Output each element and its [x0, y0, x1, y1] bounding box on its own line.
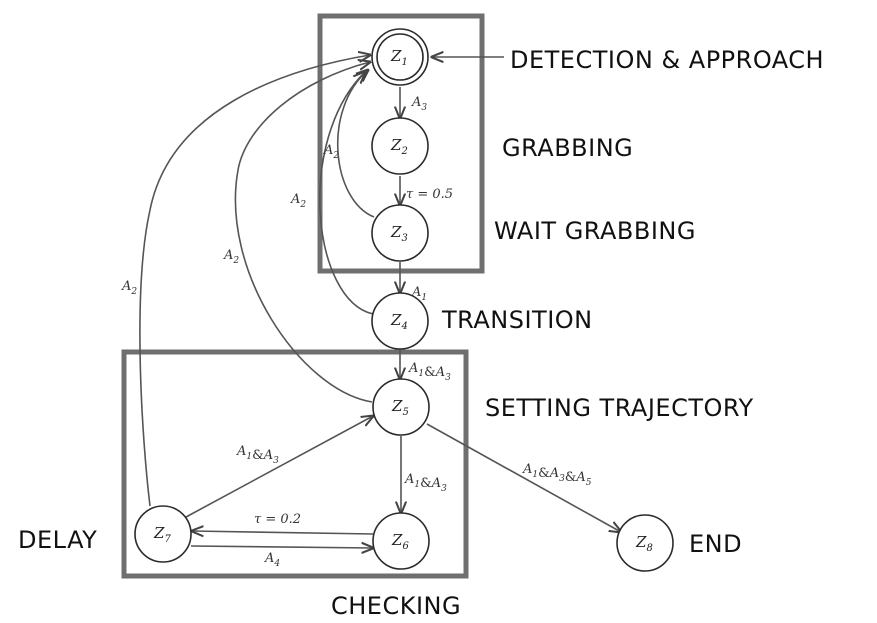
state-z4: Z4 [371, 292, 429, 350]
states: Z1 Z2 Z3 Z4 Z5 Z6 Z7 Z8 [134, 28, 674, 572]
caption-checking: CHECKING [331, 592, 461, 620]
edge-z2-z3-label: τ = 0.5 [406, 187, 453, 202]
edge-z1-z2-label: A3 [411, 95, 427, 113]
state-z7: Z7 [134, 505, 192, 563]
edges [139, 55, 621, 548]
state-z4-label: Z4 [390, 311, 408, 332]
edge-z6-z7-label: τ = 0.2 [254, 512, 301, 527]
caption-grabbing: GRABBING [502, 134, 633, 162]
edge-z5-z6-label: A1&A3 [404, 472, 447, 494]
state-z2: Z2 [371, 117, 429, 175]
edge-z5-z8-arrow [426, 423, 621, 532]
caption-transition: TRANSITION [441, 306, 593, 334]
state-z8-label: Z8 [635, 533, 653, 554]
edge-z4-z1-arrow [319, 72, 374, 315]
state-z3-circle [371, 204, 429, 262]
edge-z3-z1-arrow [336, 70, 375, 218]
state-z5-circle [372, 378, 430, 436]
edge-z4-z5-label: A1&A3 [408, 361, 451, 383]
caption-delay: DELAY [18, 526, 97, 554]
state-z8: Z8 [616, 514, 674, 572]
state-z6-label: Z6 [391, 531, 409, 552]
edge-labels: A3 τ = 0.5 A2 A1 A2 A1&A3 A2 A1&A3 A1&A3&A5 τ = 0… [121, 95, 592, 569]
caption-end: END [689, 530, 742, 558]
edge-z7-z1-arrow [139, 55, 370, 507]
edge-z7-z5-label: A1&A3 [236, 444, 279, 466]
top-group-box [317, 13, 485, 274]
state-z6-circle [372, 512, 430, 570]
caption-wait-grabbing: WAIT GRABBING [494, 217, 696, 245]
edge-z5-z1-label: A2 [223, 248, 239, 266]
state-z5: Z5 [372, 378, 430, 436]
state-z7-circle [134, 505, 192, 563]
edge-z7-z5-arrow [185, 416, 373, 518]
edge-z5-z1-arrow [234, 62, 372, 403]
caption-setting-trajectory: SETTING TRAJECTORY [485, 394, 754, 422]
state-z1-inner-circle [376, 33, 424, 81]
edge-z4-z1-label: A2 [290, 192, 306, 210]
edge-z3-z1-label: A2 [323, 143, 339, 161]
state-z1-circle [371, 28, 429, 86]
caption-detection: DETECTION & APPROACH [510, 46, 824, 74]
edge-z7-z1-label: A2 [121, 279, 137, 297]
edge-z7-z6-label: A4 [264, 551, 280, 569]
edge-z6-z7-arrow [192, 531, 374, 534]
state-z4-circle [371, 292, 429, 350]
edge-z3-z4-label: A1 [411, 285, 427, 303]
state-z6: Z6 [372, 512, 430, 570]
state-z3: Z3 [371, 204, 429, 262]
edge-z7-z6-arrow [190, 546, 373, 548]
edge-z5-z8-label: A1&A3&A5 [522, 462, 592, 488]
state-z3-label: Z3 [390, 223, 408, 244]
state-z2-label: Z2 [390, 136, 408, 157]
state-z1-label: Z1 [390, 47, 408, 68]
state-z1: Z1 [371, 28, 429, 86]
state-z8-circle [616, 514, 674, 572]
state-z2-circle [371, 117, 429, 175]
state-z7-label: Z7 [153, 524, 171, 545]
state-z5-label: Z5 [391, 397, 409, 418]
